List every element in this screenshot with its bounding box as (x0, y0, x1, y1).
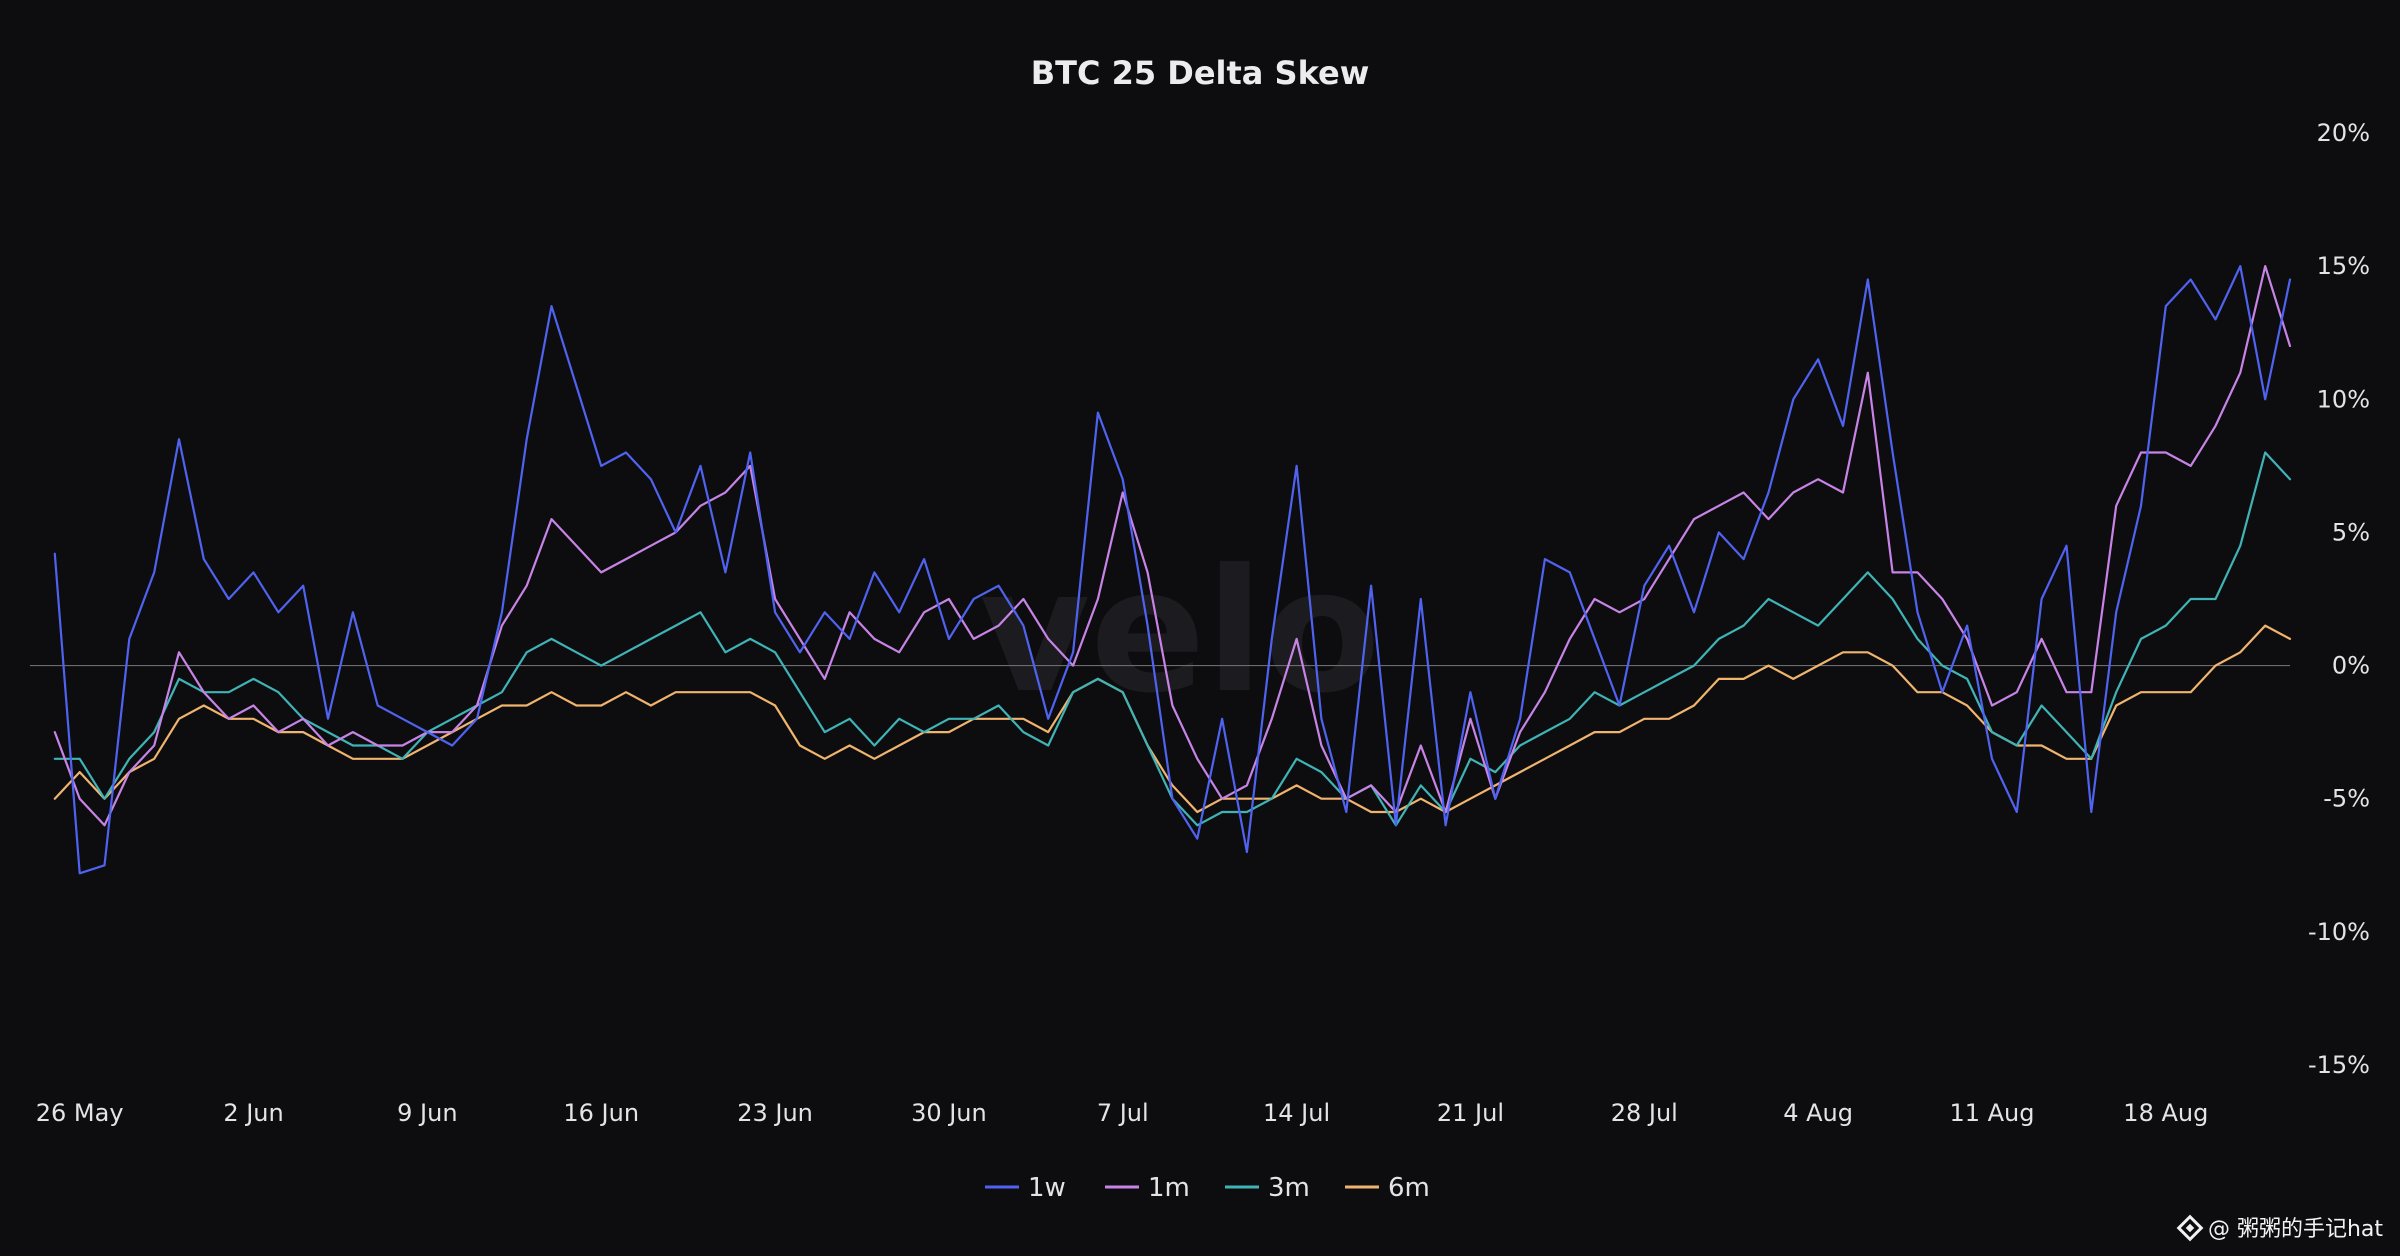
legend-label: 3m (1268, 1173, 1310, 1203)
x-tick-label: 11 Aug (1949, 1099, 2034, 1127)
legend-label: 1w (1028, 1173, 1066, 1203)
x-axis: 26 May 2 Jun 9 Jun 16 Jun 23 Jun 30 Jun 7 Jul 1… (36, 1099, 2209, 1127)
legend-label: 6m (1388, 1173, 1430, 1203)
y-tick-label: -5% (2323, 785, 2370, 813)
x-tick-label: 23 Jun (737, 1099, 813, 1127)
credit-text: @ 粥粥的手记hat (2208, 1217, 2383, 1242)
y-tick-label: -15% (2308, 1051, 2370, 1079)
legend-item-3m[interactable]: 3m (1225, 1173, 1310, 1203)
legend-item-1w[interactable]: 1w (985, 1173, 1066, 1203)
y-tick-label: 10% (2317, 385, 2370, 413)
x-tick-label: 9 Jun (397, 1099, 457, 1127)
series-line-6m (53, 624, 2292, 814)
y-tick-label: 15% (2317, 252, 2370, 280)
x-tick-label: 30 Jun (911, 1099, 987, 1127)
legend: 1w 1m 3m 6m (985, 1173, 1430, 1203)
legend-item-6m[interactable]: 6m (1345, 1173, 1430, 1203)
legend-label: 1m (1148, 1173, 1190, 1203)
x-tick-label: 2 Jun (223, 1099, 283, 1127)
x-tick-label: 18 Aug (2123, 1099, 2208, 1127)
x-tick-label: 16 Jun (563, 1099, 639, 1127)
y-tick-label: 5% (2332, 518, 2370, 546)
chart-title: BTC 25 Delta Skew (1031, 54, 1370, 92)
y-tick-label: 20% (2317, 119, 2370, 147)
x-tick-label: 26 May (36, 1099, 124, 1127)
legend-item-1m[interactable]: 1m (1105, 1173, 1190, 1203)
series-line-1w (53, 265, 2292, 875)
y-tick-label: -10% (2308, 918, 2370, 946)
y-axis: 20% 15% 10% 5% 0% -5% -10% -15% (2308, 119, 2370, 1079)
credit-overlay: @ 粥粥的手记hat (2176, 1214, 2383, 1242)
x-tick-label: 7 Jul (1097, 1099, 1149, 1127)
x-tick-label: 4 Aug (1783, 1099, 1853, 1127)
x-tick-label: 14 Jul (1263, 1099, 1330, 1127)
series-layer (53, 265, 2292, 875)
y-tick-label: 0% (2332, 652, 2370, 680)
x-tick-label: 21 Jul (1437, 1099, 1504, 1127)
x-tick-label: 28 Jul (1611, 1099, 1678, 1127)
